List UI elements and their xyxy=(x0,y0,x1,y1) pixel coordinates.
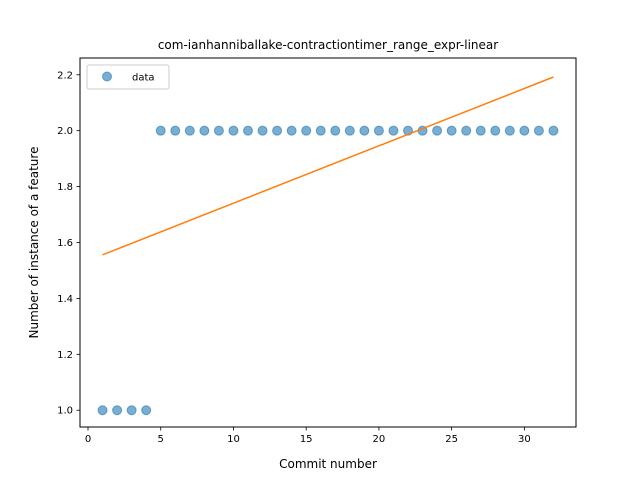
y-tick-label: 2.0 xyxy=(57,126,73,137)
y-tick-label: 1.0 xyxy=(57,406,73,417)
fit-line xyxy=(102,76,554,256)
data-point xyxy=(446,125,457,136)
data-point xyxy=(359,125,370,136)
data-point xyxy=(170,125,181,136)
data-point xyxy=(475,125,486,136)
data-point xyxy=(373,125,384,136)
legend-box xyxy=(86,64,170,90)
data-point xyxy=(330,125,341,136)
data-point xyxy=(184,125,195,136)
x-tick-label: 25 xyxy=(445,434,458,445)
x-tick-label: 0 xyxy=(85,434,91,445)
x-tick-label: 10 xyxy=(227,434,240,445)
plot-area xyxy=(97,76,559,416)
y-tick-label: 1.6 xyxy=(57,238,73,249)
data-point xyxy=(213,125,224,136)
data-point xyxy=(272,125,283,136)
chart-title: com-ianhanniballake-contractiontimer_ran… xyxy=(158,38,498,52)
data-point xyxy=(243,125,253,136)
data-point xyxy=(155,125,166,136)
data-point xyxy=(388,125,399,136)
data-point xyxy=(344,125,355,136)
y-axis: 1.0 1.2 1.4 1.6 1.8 2.0 2.2 xyxy=(57,70,80,417)
data-point xyxy=(228,125,239,136)
y-tick-label: 1.2 xyxy=(57,350,73,361)
x-axis: 0 5 10 15 20 25 30 xyxy=(85,427,531,445)
y-tick-label: 2.2 xyxy=(57,70,73,81)
data-point xyxy=(504,125,515,136)
data-point xyxy=(533,125,544,136)
legend-marker-data xyxy=(102,71,112,82)
y-axis-title: Number of instance of a feature xyxy=(27,147,41,339)
data-point xyxy=(301,125,312,136)
x-tick-label: 5 xyxy=(158,434,164,445)
data-point xyxy=(126,405,137,416)
data-point xyxy=(286,125,297,136)
data-point xyxy=(519,125,530,136)
y-tick-label: 1.8 xyxy=(57,182,73,193)
data-point xyxy=(461,125,472,136)
data-point xyxy=(141,405,152,416)
data-point xyxy=(490,125,501,136)
data-point xyxy=(257,125,268,136)
legend: data xyxy=(86,64,170,90)
data-point xyxy=(199,125,210,136)
data-point xyxy=(548,125,559,136)
data-point xyxy=(315,125,326,136)
legend-label-data: data xyxy=(132,73,155,84)
x-tick-label: 30 xyxy=(518,434,531,445)
x-tick-label: 20 xyxy=(373,434,386,445)
data-point xyxy=(112,405,123,416)
x-axis-title: Commit number xyxy=(279,457,377,471)
data-point xyxy=(97,405,108,416)
data-point xyxy=(432,125,443,136)
x-tick-label: 15 xyxy=(300,434,313,445)
y-tick-label: 1.4 xyxy=(57,294,73,305)
